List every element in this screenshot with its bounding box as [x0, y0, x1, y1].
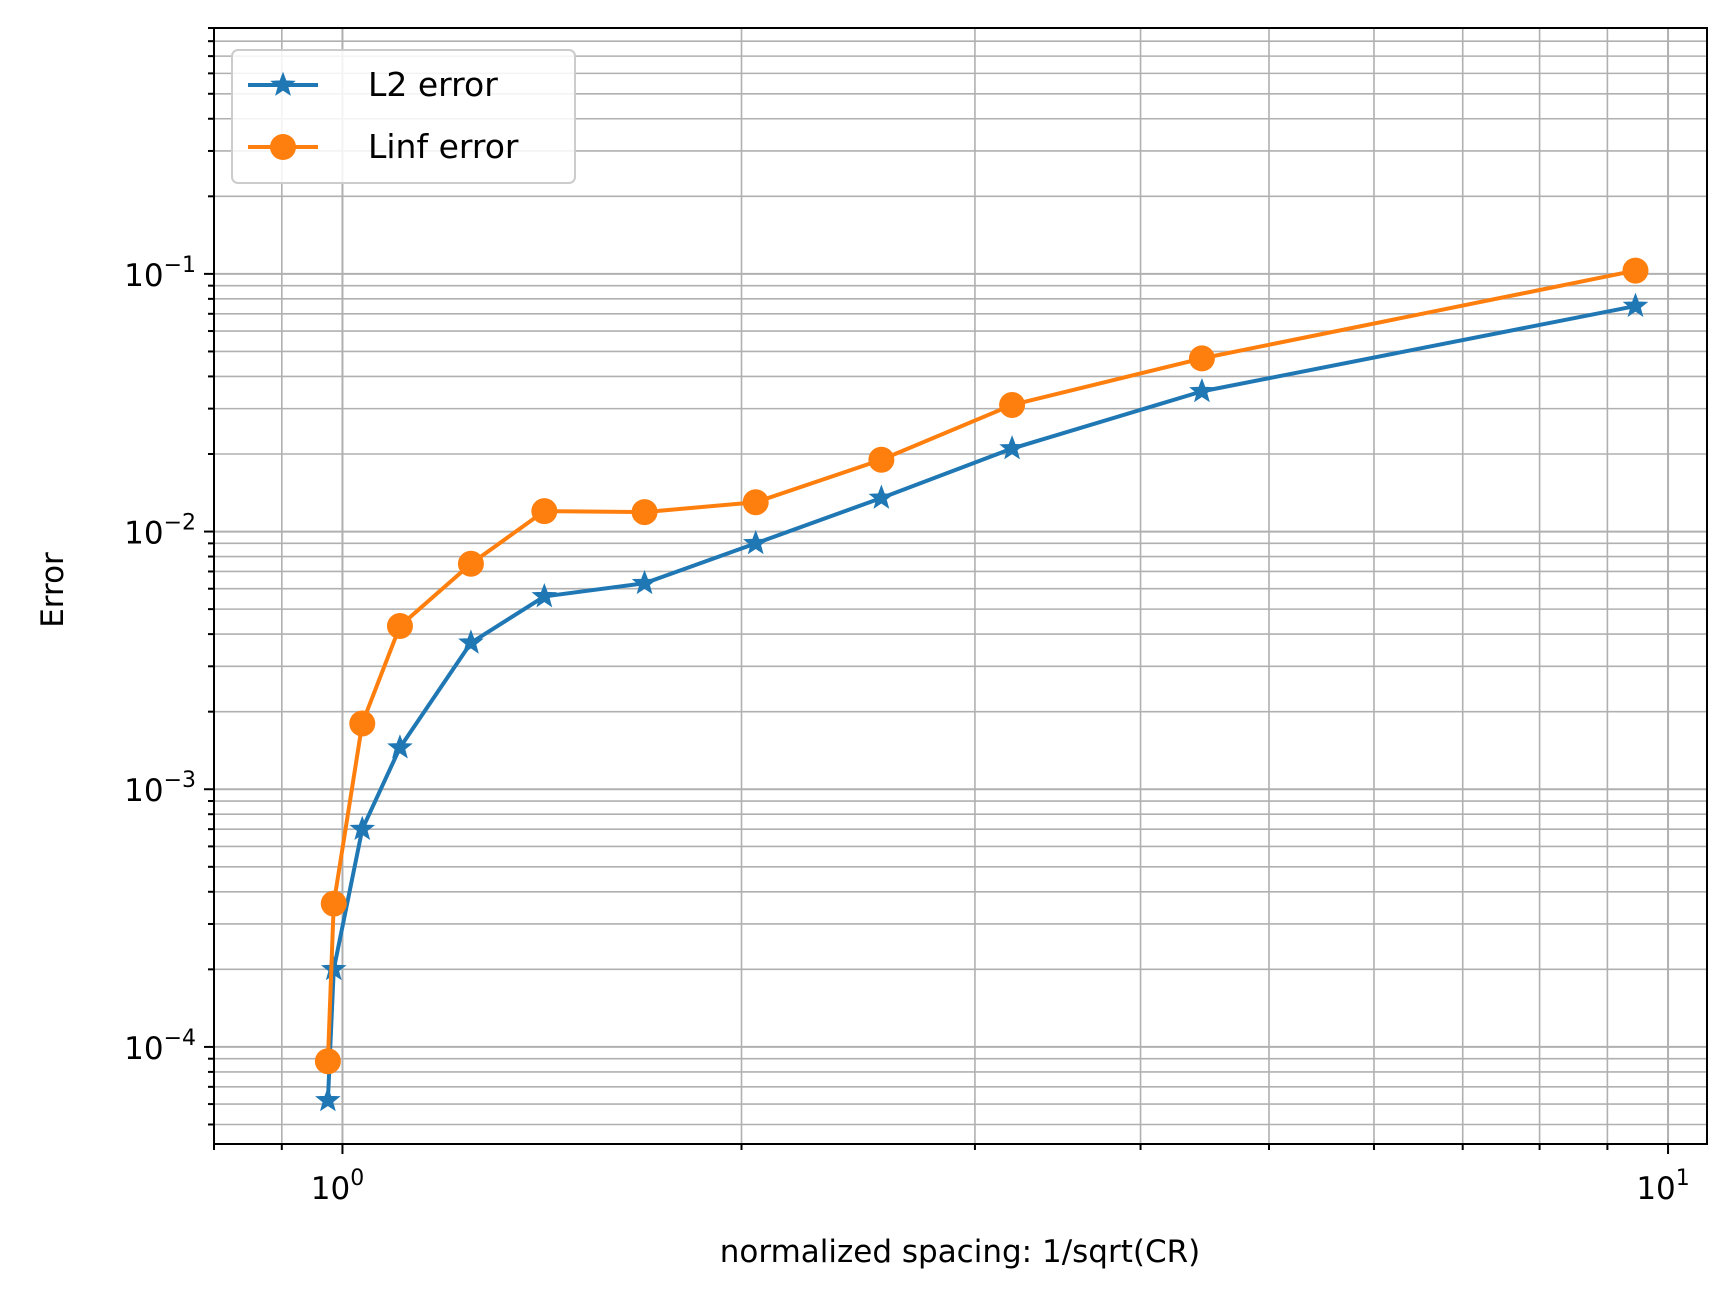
- y-tick-exponent: −3: [164, 768, 196, 793]
- data-point: [868, 484, 895, 509]
- legend-item: L2 error: [248, 65, 498, 104]
- data-point: [349, 815, 376, 841]
- plot-area: [214, 28, 1707, 1144]
- legend-label: L2 error: [368, 65, 498, 104]
- data-point: [1622, 292, 1649, 317]
- y-tick-label: 10−1: [124, 253, 196, 294]
- x-tick-exponent: 1: [1676, 1166, 1690, 1191]
- data-point: [868, 446, 895, 473]
- data-point: [387, 734, 413, 759]
- x-axis-label: normalized spacing: 1/sqrt(CR): [720, 1234, 1201, 1270]
- data-point: [320, 955, 347, 981]
- data-point: [457, 550, 484, 577]
- data-point: [631, 499, 658, 526]
- circle-marker-icon: [270, 134, 296, 160]
- data-point: [1189, 377, 1215, 403]
- series-line: [325, 268, 1636, 1062]
- series-linf-error: [314, 257, 1649, 1075]
- series-layer: [314, 257, 1649, 1112]
- data-point: [458, 629, 484, 654]
- y-tick-base: 10: [124, 773, 163, 809]
- y-axis-label: Error: [35, 552, 71, 628]
- data-point: [531, 583, 558, 608]
- data-point: [742, 529, 769, 555]
- y-tick-label: 10−4: [124, 1026, 196, 1067]
- data-point: [999, 435, 1025, 460]
- data-point: [314, 1048, 341, 1075]
- y-tick-base: 10: [124, 258, 163, 294]
- data-point: [742, 489, 769, 516]
- data-point: [999, 391, 1026, 418]
- y-tick-label: 10−2: [124, 511, 196, 552]
- data-point: [1622, 257, 1649, 284]
- y-tick-exponent: −4: [164, 1026, 196, 1051]
- data-point: [349, 710, 376, 737]
- data-point: [386, 613, 413, 640]
- data-point: [631, 569, 658, 595]
- legend-label: Linf error: [368, 127, 519, 166]
- x-tick-exponent: 0: [350, 1166, 364, 1191]
- star-marker-icon: [270, 71, 296, 96]
- data-point: [320, 890, 347, 917]
- data-point: [1188, 345, 1215, 372]
- data-point: [315, 1086, 341, 1112]
- data-point: [531, 498, 558, 525]
- axes-frame: [213, 27, 1708, 1145]
- grid: [213, 27, 1707, 1144]
- y-tick-label: 10−3: [124, 768, 196, 809]
- legend: L2 error Linf error: [231, 49, 576, 184]
- series-line: [325, 304, 1636, 1101]
- y-tick-base: 10: [124, 1031, 163, 1067]
- y-tick-exponent: −1: [164, 253, 196, 278]
- y-tick-exponent: −2: [164, 511, 196, 536]
- y-tick-base: 10: [124, 516, 163, 552]
- series-l2-error: [315, 292, 1649, 1112]
- legend-item: Linf error: [248, 127, 519, 166]
